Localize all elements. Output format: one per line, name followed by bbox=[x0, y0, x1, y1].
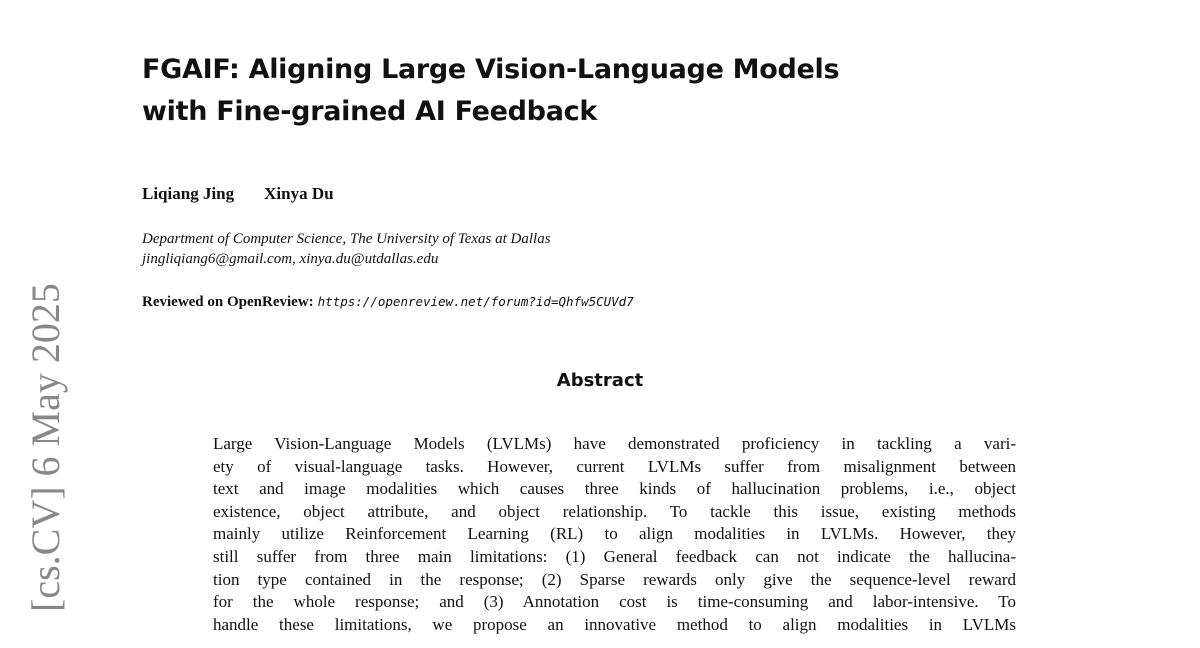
review-note: Reviewed on OpenReview: https://openrevie… bbox=[142, 294, 634, 311]
review-label: Reviewed on OpenReview: bbox=[142, 294, 314, 310]
abstract-heading: Abstract bbox=[556, 370, 644, 391]
arxiv-stamp: [cs.CV] 6 May 2025 bbox=[23, 283, 68, 612]
paper-title-line-2: with Fine-grained AI Feedback bbox=[142, 96, 597, 127]
abstract-line: ety of visual-language tasks. However, c… bbox=[213, 456, 1016, 476]
abstract-line: for the whole response; and (3) Annotati… bbox=[213, 592, 1016, 612]
abstract-line: handle these limitations, we propose an … bbox=[213, 614, 1016, 634]
review-url-link[interactable]: https://openreview.net/forum?id=Qhfw5CUV… bbox=[317, 294, 634, 309]
abstract-line: existence, object attribute, and object … bbox=[213, 501, 1016, 521]
emails: jingliqiang6@gmail.com, xinya.du@utdalla… bbox=[142, 251, 439, 267]
abstract-line: mainly utilize Reinforcement Learning (R… bbox=[213, 524, 1016, 544]
abstract-line: tion type contained in the response; (2)… bbox=[213, 569, 1016, 589]
paper-title-line-1: FGAIF: Aligning Large Vision-Language Mo… bbox=[142, 54, 840, 85]
affiliation: Department of Computer Science, The Univ… bbox=[142, 231, 551, 247]
author: Xinya Du bbox=[264, 184, 334, 203]
authors: Liqiang Jing Xinya Du bbox=[142, 184, 364, 204]
abstract-line: text and image modalities which causes t… bbox=[213, 479, 1016, 499]
abstract-line: still suffer from three main limitations… bbox=[213, 547, 1016, 566]
abstract-line: Large Vision-Language Models (LVLMs) hav… bbox=[213, 434, 1016, 453]
author: Liqiang Jing bbox=[142, 184, 235, 203]
